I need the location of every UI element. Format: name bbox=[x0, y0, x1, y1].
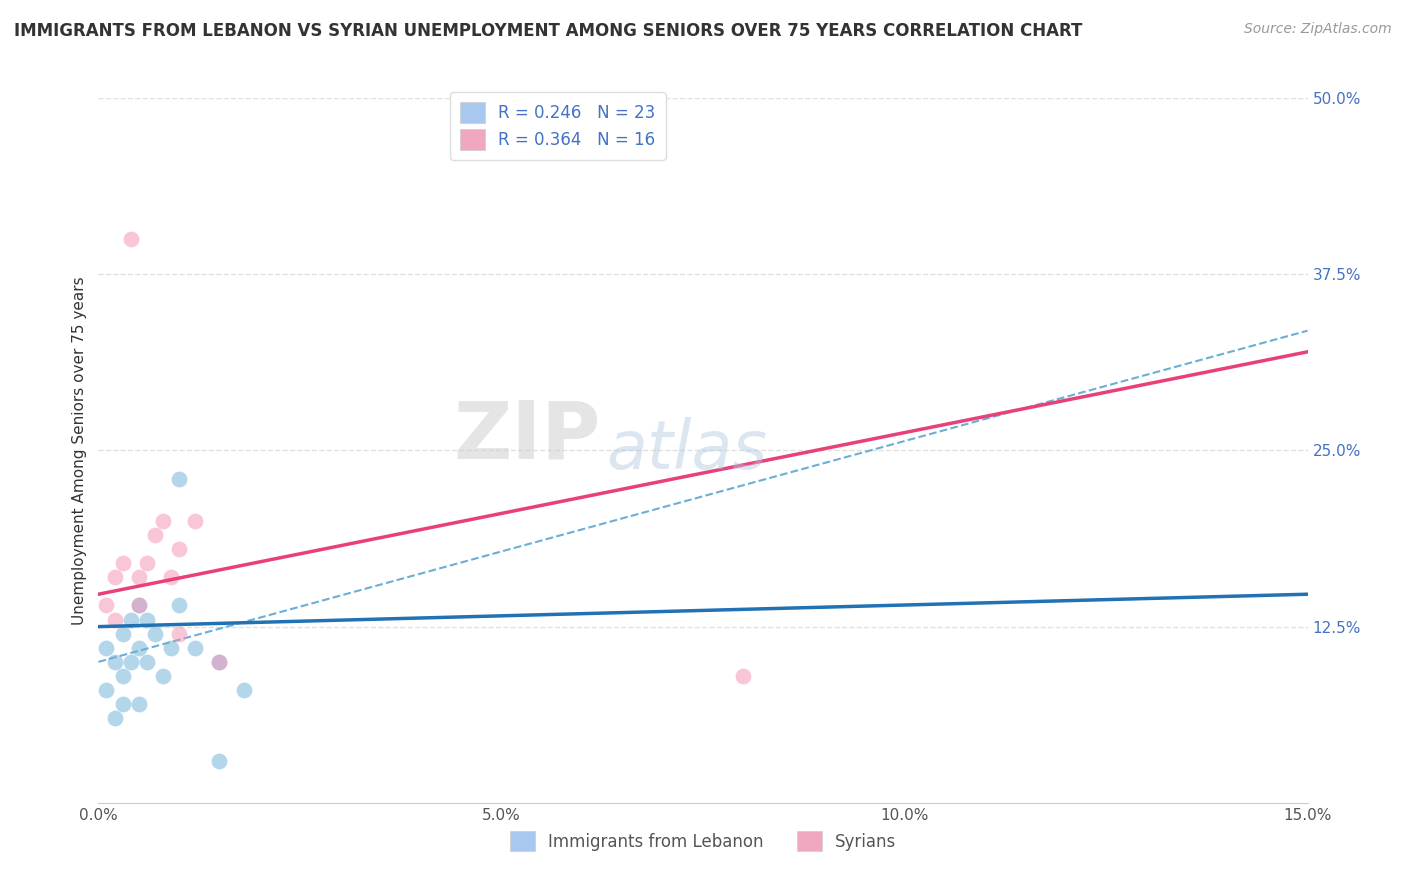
Point bbox=[111, 626, 134, 640]
Point bbox=[152, 669, 174, 683]
Point bbox=[208, 754, 231, 768]
Text: ZIP: ZIP bbox=[453, 397, 600, 475]
Point bbox=[167, 472, 190, 486]
Point bbox=[167, 542, 190, 557]
Point bbox=[135, 556, 157, 570]
Point bbox=[160, 570, 183, 584]
Point bbox=[96, 683, 118, 698]
Point bbox=[184, 514, 207, 528]
Point bbox=[128, 599, 150, 613]
Point bbox=[184, 640, 207, 655]
Point bbox=[96, 640, 118, 655]
Point bbox=[111, 697, 134, 711]
Point bbox=[128, 599, 150, 613]
Point bbox=[103, 655, 125, 669]
Point bbox=[167, 599, 190, 613]
Point bbox=[111, 556, 134, 570]
Text: Source: ZipAtlas.com: Source: ZipAtlas.com bbox=[1244, 22, 1392, 37]
Point bbox=[120, 613, 142, 627]
Point bbox=[208, 655, 231, 669]
Text: IMMIGRANTS FROM LEBANON VS SYRIAN UNEMPLOYMENT AMONG SENIORS OVER 75 YEARS CORRE: IMMIGRANTS FROM LEBANON VS SYRIAN UNEMPL… bbox=[14, 22, 1083, 40]
Point bbox=[103, 570, 125, 584]
Point bbox=[733, 669, 755, 683]
Point bbox=[120, 655, 142, 669]
Point bbox=[167, 626, 190, 640]
Point bbox=[128, 697, 150, 711]
Point bbox=[160, 640, 183, 655]
Point bbox=[143, 626, 166, 640]
Point bbox=[135, 613, 157, 627]
Point bbox=[232, 683, 254, 698]
Point bbox=[152, 514, 174, 528]
Point bbox=[103, 711, 125, 725]
Point bbox=[103, 613, 125, 627]
Point bbox=[128, 640, 150, 655]
Point bbox=[120, 232, 142, 246]
Point bbox=[111, 669, 134, 683]
Text: atlas: atlas bbox=[606, 417, 768, 483]
Y-axis label: Unemployment Among Seniors over 75 years: Unemployment Among Seniors over 75 years bbox=[72, 277, 87, 624]
Point bbox=[208, 655, 231, 669]
Legend: Immigrants from Lebanon, Syrians: Immigrants from Lebanon, Syrians bbox=[503, 824, 903, 858]
Point bbox=[128, 570, 150, 584]
Point bbox=[143, 528, 166, 542]
Point bbox=[135, 655, 157, 669]
Point bbox=[96, 599, 118, 613]
